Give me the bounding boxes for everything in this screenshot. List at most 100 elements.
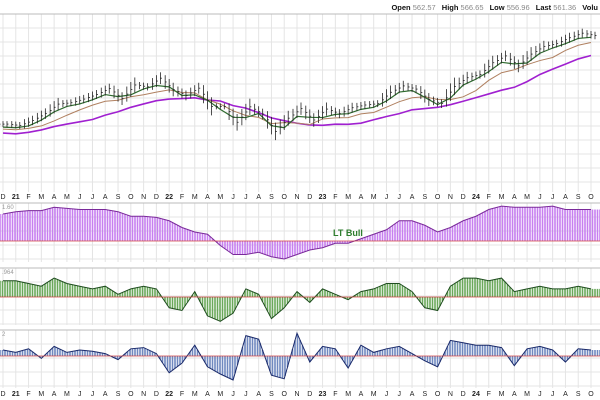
x-axis-tick-label: O — [588, 194, 594, 201]
x-axis-tick-label: N — [294, 391, 299, 398]
x-axis-tick-label: O — [281, 194, 287, 201]
x-axis-tick-label: J — [538, 194, 542, 201]
short-trend-line — [2, 331, 592, 381]
x-axis-tick-label: D — [461, 391, 466, 398]
x-axis-tick-label: D — [154, 391, 159, 398]
mid-trend-panel-label: .964 — [2, 270, 14, 276]
x-axis-tick-label: J — [385, 391, 389, 398]
x-axis-tick-label: A — [52, 391, 57, 398]
x-axis-tick-label: M — [192, 194, 198, 201]
x-axis-tick-label: J — [231, 391, 235, 398]
x-axis-tick-label: 22 — [165, 391, 173, 398]
x-axis-tick-label: M — [38, 391, 44, 398]
x-axis-tick-label: S — [576, 391, 581, 398]
x-axis-tick-label: D — [0, 194, 5, 201]
price-header: Open 562.57 High 566.65 Low 556.96 Last … — [387, 3, 598, 12]
x-axis-tick-label: M — [371, 194, 377, 201]
x-axis-tick-label: J — [78, 391, 82, 398]
x-axis-tick-label: F — [26, 194, 30, 201]
x-axis-tick-label: J — [398, 391, 402, 398]
x-axis-tick-label: N — [448, 391, 453, 398]
x-axis-tick-label: A — [410, 194, 415, 201]
high-label: High — [441, 3, 459, 12]
x-axis-tick-label: S — [422, 391, 427, 398]
x-axis-tick-label: S — [269, 194, 274, 201]
x-axis-tick-label: M — [64, 194, 70, 201]
x-axis-tick-label: S — [269, 391, 274, 398]
x-axis-tick-label: A — [205, 194, 210, 201]
x-axis-tick-label: O — [128, 194, 134, 201]
x-axis-tick-label: M — [499, 194, 505, 201]
x-axis-tick-label: F — [180, 194, 184, 201]
high-value: 566.65 — [460, 3, 484, 12]
x-axis-tick-label: S — [576, 194, 581, 201]
x-axis-tick-label: M — [524, 194, 530, 201]
low-label: Low — [489, 3, 505, 12]
x-axis-tick-label: M — [371, 391, 377, 398]
x-axis-tick-label: A — [103, 391, 108, 398]
x-axis-tick-label: F — [180, 391, 184, 398]
x-axis-tick-label: M — [217, 194, 223, 201]
last-label: Last — [535, 3, 552, 12]
x-axis-tick-label: D — [307, 194, 312, 201]
x-axis-tick-label: A — [359, 194, 364, 201]
x-axis-tick-label: O — [128, 391, 134, 398]
x-axis-tick-label: M — [499, 391, 505, 398]
x-axis-tick-label: J — [398, 194, 402, 201]
mid-trend-line — [3, 277, 592, 322]
x-axis-tick-label: F — [487, 194, 491, 201]
x-axis-tick-label: M — [192, 391, 198, 398]
x-axis-tick-label: F — [26, 391, 30, 398]
x-axis-tick-label: O — [281, 391, 287, 398]
open-value: 562.57 — [412, 3, 436, 12]
x-axis-tick-label: A — [52, 194, 57, 201]
lt-trend-line — [2, 205, 591, 260]
x-axis-tick-label: J — [231, 194, 235, 201]
x-axis-tick-label: M — [64, 391, 70, 398]
x-axis-tick-label: D — [307, 391, 312, 398]
x-axis-tick-label: J — [78, 194, 82, 201]
x-axis-tick-label: M — [217, 391, 223, 398]
x-axis-tick-label: 23 — [319, 194, 327, 201]
x-axis-tick-label: 24 — [472, 391, 480, 398]
x-axis-tick-label: A — [205, 391, 210, 398]
x-axis-tick-label: 24 — [472, 194, 480, 201]
x-axis-tick-label: J — [551, 194, 555, 201]
lt-bull-annotation: LT Bull — [333, 228, 363, 238]
x-axis-tick-label: J — [538, 391, 542, 398]
x-axis-tick-label: M — [345, 391, 351, 398]
low-value: 556.96 — [506, 3, 530, 12]
x-axis-tick-label: A — [359, 391, 364, 398]
x-axis-tick-label: J — [91, 194, 95, 201]
x-axis-tick-label: A — [512, 391, 517, 398]
x-axis-tick-label: S — [422, 194, 427, 201]
x-axis-tick-label: A — [256, 391, 261, 398]
x-axis-tick-label: F — [333, 194, 337, 201]
ma-mid-line — [2, 42, 592, 131]
x-axis-tick-label: 21 — [12, 391, 20, 398]
x-axis-tick-label: M — [38, 194, 44, 201]
x-axis-tick-label: M — [524, 391, 530, 398]
x-axis-tick-label: A — [563, 391, 568, 398]
x-axis-tick-label: N — [448, 194, 453, 201]
x-axis-tick-label: A — [512, 194, 517, 201]
x-axis-tick-label: A — [256, 194, 261, 201]
x-axis-tick-label: S — [116, 391, 121, 398]
x-axis-tick-label: D — [154, 194, 159, 201]
x-axis-tick-label: J — [385, 194, 389, 201]
x-axis-tick-label: O — [435, 194, 441, 201]
x-axis-tick-label: F — [333, 391, 337, 398]
x-axis-tick-label: 22 — [165, 194, 173, 201]
x-axis-tick-label: A — [563, 194, 568, 201]
x-axis-tick-label: J — [244, 391, 248, 398]
x-axis-tick-label: A — [103, 194, 108, 201]
last-value: 561.36 — [553, 3, 577, 12]
lt-trend-panel-label: 1.60 — [2, 205, 14, 211]
short-trend-panel-label: 2 — [2, 332, 6, 338]
x-axis-tick-label: D — [461, 194, 466, 201]
x-axis-tick-label: D — [0, 391, 5, 398]
x-axis-tick-label: N — [141, 194, 146, 201]
open-label: Open — [391, 3, 411, 12]
x-axis-tick-label: J — [244, 194, 248, 201]
